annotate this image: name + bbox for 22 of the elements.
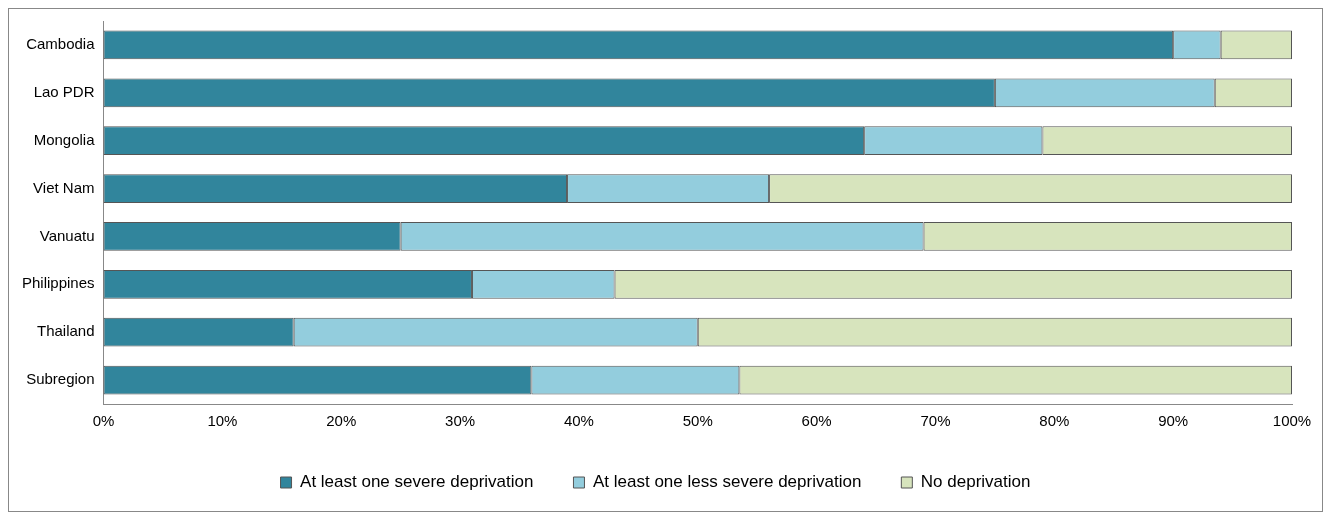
x-tick-label: 90% (1158, 412, 1189, 430)
x-tick-label: 0% (92, 412, 115, 430)
y-tick-label: Subregion (26, 370, 95, 388)
x-tick-label: 100% (1272, 412, 1312, 430)
legend-label: At least one severe deprivation (300, 472, 534, 492)
x-tick-label: 30% (445, 412, 476, 430)
x-tick-label: 50% (682, 412, 713, 430)
y-tick-label: Thailand (37, 322, 95, 340)
y-tick-label: Lao PDR (33, 82, 95, 100)
x-tick-label: 70% (920, 412, 951, 430)
y-tick-label: Vanuatu (39, 226, 95, 244)
y-tick-label: Viet Nam (33, 178, 95, 196)
y-tick-label: Philippines (22, 274, 95, 292)
x-tick-label: 80% (1039, 412, 1070, 430)
x-tick-label: 20% (326, 412, 357, 430)
y-tick-label: Cambodia (26, 35, 96, 53)
legend-label: No deprivation (920, 472, 1031, 492)
y-tick-label: Mongolia (33, 130, 96, 148)
legend-label: At least one less severe deprivation (592, 472, 862, 492)
x-tick-label: 60% (801, 412, 832, 430)
x-tick-label: 10% (207, 412, 238, 430)
x-tick-label: 40% (563, 412, 594, 430)
